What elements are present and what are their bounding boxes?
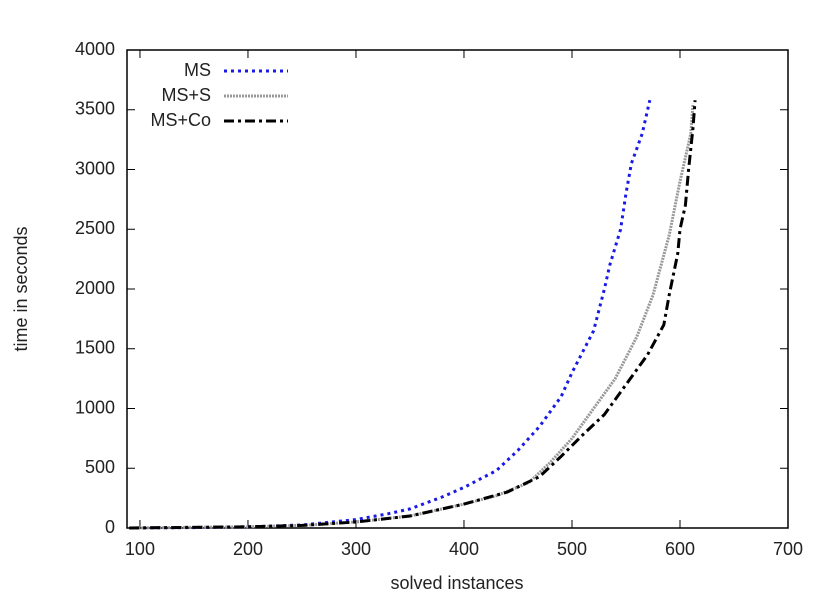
legend-label: MS+S [161,85,211,105]
x-tick-label: 600 [665,539,695,559]
y-tick-label: 4000 [75,39,115,59]
series-line [129,100,697,530]
series-line [129,99,652,530]
x-tick-label: 500 [557,539,587,559]
y-tick-label: 500 [85,457,115,477]
x-tick-label: 100 [125,539,155,559]
x-axis-label: solved instances [390,573,523,593]
y-tick-label: 2000 [75,278,115,298]
legend-label: MS+Co [150,110,211,130]
y-tick-label: 0 [105,517,115,537]
y-axis-label: time in seconds [11,226,31,351]
x-tick-label: 300 [341,539,371,559]
y-tick-label: 1500 [75,338,115,358]
y-tick-label: 2500 [75,218,115,238]
x-tick-label: 400 [449,539,479,559]
series-line [129,103,695,530]
x-tick-label: 200 [233,539,263,559]
y-tick-label: 1000 [75,397,115,417]
x-tick-label: 700 [773,539,803,559]
y-tick-label: 3000 [75,158,115,178]
legend-label: MS [184,60,211,80]
y-tick-label: 3500 [75,99,115,119]
